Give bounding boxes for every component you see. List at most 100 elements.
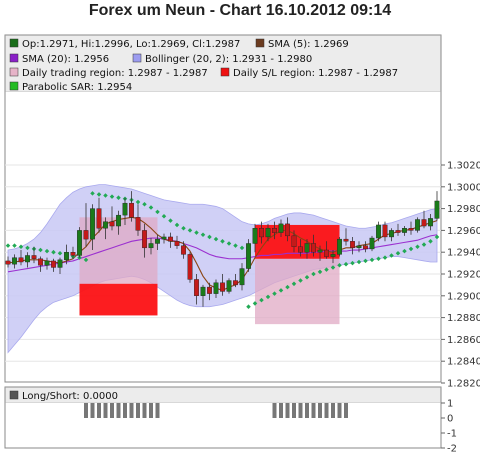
legend-text: Parabolic SAR: 1.2954 [22, 82, 132, 93]
sar-dot [51, 249, 56, 255]
candle-body [233, 280, 238, 286]
y-tick-label: 1.2900 [447, 291, 480, 302]
sar-dot [109, 194, 115, 199]
legend-text: Daily trading region: 1.2987 - 1.2987 [22, 68, 208, 79]
sar-dot [337, 263, 342, 268]
long-short-bar [155, 403, 160, 418]
candle-body [376, 224, 381, 239]
long-short-bar [279, 403, 283, 418]
candle-body [25, 255, 30, 263]
sar-dot [304, 275, 310, 280]
y-tick-label: 1.2820 [447, 379, 480, 390]
long-short-bar [110, 403, 114, 418]
candle-body [239, 268, 245, 286]
y-tick-label: 1.2960 [447, 226, 480, 237]
sar-dot [96, 192, 102, 197]
long-short-bar [324, 403, 329, 418]
candle-body [343, 238, 349, 242]
candle-body [304, 243, 310, 253]
sar-dot [90, 191, 95, 196]
long-short-bar [90, 403, 95, 418]
candle-body [226, 280, 232, 292]
sar-dot [83, 257, 89, 263]
legend-swatch [9, 38, 19, 48]
long-short-bar [331, 403, 335, 418]
legend-text: Op:1.2971, Hi:1.2996, Lo:1.2969, Cl:1.29… [22, 39, 240, 50]
candle-body [285, 223, 290, 237]
long-short-bar [285, 403, 290, 418]
candle-body [38, 258, 43, 266]
candle-body [291, 235, 297, 247]
sar-dot [252, 301, 258, 306]
candlesticks [5, 191, 440, 307]
candle-body [103, 221, 108, 229]
sub-legend-text: Long/Short: 0.0000 [22, 391, 118, 402]
long-short-bar [149, 403, 153, 418]
sar-dot [376, 256, 381, 262]
legend: Op:1.2971, Hi:1.2996, Lo:1.2969, Cl:1.29… [9, 38, 398, 93]
candle-body [220, 282, 225, 292]
y-tick-label: 1.2920 [447, 270, 480, 281]
candle-body [109, 221, 115, 227]
candle-body [83, 230, 89, 240]
y-tick-label: 1.3020 [447, 161, 480, 172]
candle-body [272, 228, 277, 233]
candle-body [330, 254, 336, 257]
candle-body [415, 219, 420, 231]
candle-body [324, 249, 329, 257]
sar-dot [57, 251, 63, 256]
candle-body [363, 245, 368, 250]
sub-y-tick-label: -2 [447, 444, 457, 455]
candle-body [44, 260, 50, 266]
sar-dot [25, 245, 30, 251]
candle-body [194, 279, 199, 297]
sar-dot [265, 294, 271, 300]
candle-body [64, 251, 69, 261]
y-tick-label: 1.2840 [447, 357, 480, 368]
sar-dot [278, 288, 284, 293]
candle-body [265, 228, 271, 238]
sar-dot [317, 269, 323, 275]
long-short-bar [318, 403, 322, 418]
long-short-plot: 1 0 -1 -2 [84, 399, 457, 455]
long-short-bar [84, 403, 88, 418]
candle-body [18, 257, 24, 263]
candle-body [187, 254, 193, 280]
candle-body [135, 217, 141, 231]
candle-body [122, 202, 128, 216]
candle-body [116, 214, 121, 227]
sar-dot [408, 246, 414, 252]
candle-body [77, 230, 82, 256]
candle-body [408, 228, 414, 231]
sar-dot [369, 257, 375, 263]
sar-dot [395, 251, 401, 256]
legend-text: Daily S/L region: 1.2987 - 1.2987 [233, 68, 398, 79]
sar-dot [343, 261, 349, 267]
long-short-bar [123, 403, 127, 418]
legend-swatch [132, 53, 142, 63]
long-short-bar [116, 403, 121, 418]
sub-y-tick-label: 0 [447, 414, 453, 425]
long-short-bar [344, 403, 348, 418]
sar-dot [103, 193, 108, 198]
sar-dot [116, 195, 121, 200]
sar-dot [259, 297, 264, 303]
candle-body [70, 251, 76, 256]
long-short-bar [103, 403, 108, 418]
sar-dot [246, 304, 251, 309]
long-short-bar [272, 403, 277, 418]
legend-text: Bollinger (20, 2): 1.2931 - 1.2980 [145, 54, 312, 65]
legend-text: SMA (5): 1.2969 [268, 39, 349, 50]
long-short-bar [136, 403, 140, 418]
chart-title: Forex um Neun - Chart 16.10.2012 09:14 [88, 2, 392, 19]
legend-swatch [255, 38, 265, 48]
candle-body [148, 243, 154, 249]
candle-body [311, 243, 316, 253]
price-axis: 1.3020 1.3000 1.2980 1.2960 1.2940 1.2920 1.29… [441, 161, 480, 390]
long-short-bar [129, 403, 134, 418]
sub-legend-background [5, 387, 441, 403]
candle-body [51, 260, 56, 268]
candle-body [421, 219, 427, 227]
candle-body [12, 257, 17, 265]
sub-y-tick-label: -1 [447, 429, 457, 440]
